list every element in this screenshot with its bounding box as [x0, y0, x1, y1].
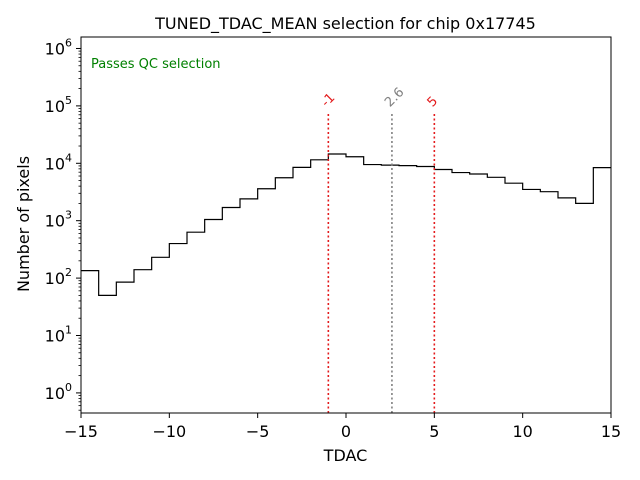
x-tick-label: −15	[64, 422, 98, 441]
chart-title: TUNED_TDAC_MEAN selection for chip 0x177…	[154, 14, 536, 34]
histogram-bin	[558, 198, 576, 413]
y-tick-label: 102	[45, 266, 72, 288]
y-tick-label: 106	[45, 36, 72, 58]
histogram-bin	[593, 168, 611, 413]
x-tick-label: 5	[429, 422, 439, 441]
histogram-bin	[293, 167, 311, 413]
histogram-bin	[205, 219, 223, 413]
x-tick-label: −5	[246, 422, 270, 441]
histogram-bin	[187, 232, 205, 413]
y-tick-label: 105	[45, 94, 72, 116]
histogram-bin	[346, 157, 364, 413]
histogram-bin	[364, 165, 382, 413]
histogram-bin	[152, 257, 170, 413]
histogram-bin	[258, 189, 276, 413]
histogram-bin	[134, 270, 152, 413]
histogram-bin	[399, 166, 417, 413]
histogram-bin	[470, 174, 488, 413]
x-tick-label: 0	[341, 422, 351, 441]
vline-label: 2.6	[382, 85, 407, 110]
histogram-step-line	[81, 153, 611, 296]
qc-annotation: Passes QC selection	[91, 57, 221, 72]
histogram-bin	[417, 166, 435, 413]
histogram-bin	[487, 177, 505, 413]
x-tick-label: 15	[601, 422, 621, 441]
x-axis-label: TDAC	[323, 446, 368, 465]
histogram-bin	[81, 271, 99, 413]
histogram-bin	[240, 199, 258, 413]
histogram-bin	[275, 178, 293, 413]
y-tick-label: 104	[45, 151, 72, 173]
histogram-bin	[540, 192, 558, 413]
y-tick-label: 101	[45, 324, 72, 346]
y-tick-label: 100	[45, 381, 72, 403]
histogram-bin	[99, 295, 117, 413]
histogram-bin	[523, 189, 541, 413]
x-tick-label: 10	[512, 422, 532, 441]
vline-label: 5	[425, 94, 441, 110]
histogram-bin	[381, 165, 399, 413]
histogram-bin	[116, 282, 134, 413]
histogram-bin	[169, 244, 187, 413]
histogram-bin	[328, 154, 346, 413]
y-tick-label: 103	[45, 209, 72, 231]
plot-area: -1 2.6 5 −15 −10 −5 0 5 10 15 100 101 102 103 104 105 10…	[45, 36, 622, 441]
histogram-bin	[452, 173, 470, 413]
histogram-bin	[505, 183, 523, 413]
histogram-bin	[222, 207, 240, 413]
vline-label: -1	[319, 91, 339, 111]
y-axis-label: Number of pixels	[14, 156, 33, 292]
x-tick-label: −10	[152, 422, 186, 441]
histogram-bin	[311, 160, 329, 413]
histogram-bin	[576, 203, 594, 413]
histogram-bin	[434, 169, 452, 413]
